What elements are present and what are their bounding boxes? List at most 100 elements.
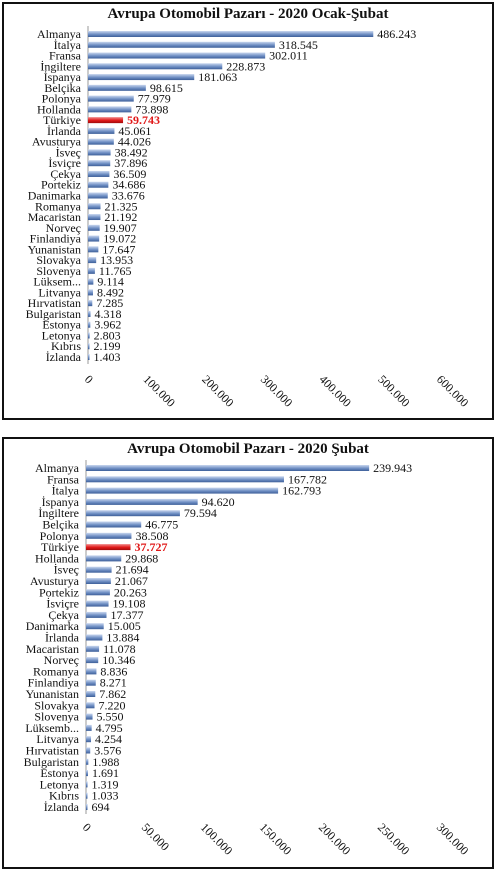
value-label: 181.063 xyxy=(198,70,237,84)
value-label: 167.782 xyxy=(288,472,327,486)
category-label: Estonya xyxy=(42,318,81,332)
bar xyxy=(86,611,107,618)
value-label: 10.346 xyxy=(102,653,135,667)
bar xyxy=(86,623,104,630)
x-tick-label: 400.000 xyxy=(317,372,354,409)
bar xyxy=(88,106,132,113)
value-label: 239.943 xyxy=(373,461,412,475)
value-label: 29.868 xyxy=(125,551,158,565)
bar-highlight xyxy=(86,544,131,551)
value-label: 19.907 xyxy=(104,221,137,235)
category-label: Finlandiya xyxy=(28,676,80,690)
value-label: 45.061 xyxy=(118,124,151,138)
category-label: İsviçre xyxy=(48,156,81,170)
value-label: 4.254 xyxy=(95,732,122,746)
value-label: 73.898 xyxy=(135,102,168,116)
bar xyxy=(88,181,109,188)
bar xyxy=(86,747,91,754)
value-label: 7.862 xyxy=(99,687,126,701)
bar xyxy=(86,555,122,562)
value-label: 21.067 xyxy=(115,574,148,588)
bar xyxy=(88,332,90,339)
value-label: 17.377 xyxy=(111,608,144,622)
value-label: 33.676 xyxy=(112,189,145,203)
value-label: 228.873 xyxy=(226,59,265,73)
value-label: 162.793 xyxy=(282,484,321,498)
value-label: 79.594 xyxy=(184,506,217,520)
x-tick-label: 300.000 xyxy=(258,372,295,409)
bar xyxy=(88,310,91,317)
value-label: 1.403 xyxy=(94,350,121,364)
bar xyxy=(88,300,93,307)
bar xyxy=(86,770,88,777)
category-label: Türkiye xyxy=(41,540,79,554)
bar xyxy=(88,31,374,37)
bar xyxy=(88,235,100,242)
bar xyxy=(88,192,108,199)
value-label: 59.743 xyxy=(127,113,160,127)
value-label: 44.026 xyxy=(118,135,151,149)
bar xyxy=(86,736,92,743)
chart-title: Avrupa Otomobil Pazarı - 2020 Şubat xyxy=(127,441,369,457)
bar xyxy=(88,74,195,81)
bar xyxy=(88,246,99,253)
bar-chart-2: Almanya 239.943 Fransa 167.782 İtalya 162.793… xyxy=(24,460,471,858)
value-label: 1.033 xyxy=(92,789,119,803)
value-label: 302.011 xyxy=(269,49,308,63)
bar xyxy=(86,679,96,686)
x-tick-label: 200.000 xyxy=(316,820,353,857)
value-label: 8.492 xyxy=(97,285,124,299)
x-tick-label: 0 xyxy=(80,820,94,834)
value-label: 11.765 xyxy=(99,264,132,278)
bar xyxy=(86,702,95,709)
category-label: Portekiz xyxy=(39,585,79,599)
bar xyxy=(88,354,90,360)
category-label: Kıbrıs xyxy=(51,339,81,353)
category-label: Yunanistan xyxy=(28,242,81,256)
category-label: Hırvatistan xyxy=(28,296,81,310)
value-label: 1.691 xyxy=(92,766,119,780)
category-label: Belçika xyxy=(42,518,79,532)
category-label: Avusturya xyxy=(32,135,82,149)
value-label: 7.220 xyxy=(99,698,126,712)
category-label: İngiltere xyxy=(38,506,79,520)
bar xyxy=(86,498,198,505)
x-tick-label: 100.000 xyxy=(141,372,178,409)
category-label: İsveç xyxy=(54,563,79,577)
bar-chart-1: Almanya 486.243 İtalya 318.545 Fransa 302.011… xyxy=(26,26,471,410)
x-tick-label: 0 xyxy=(82,372,96,386)
value-label: 2.803 xyxy=(94,328,121,342)
bar xyxy=(88,95,134,102)
value-label: 486.243 xyxy=(377,27,416,41)
bar xyxy=(88,257,97,264)
category-label: Almanya xyxy=(35,461,80,475)
bar xyxy=(88,214,101,221)
category-label: Danimarka xyxy=(26,619,80,633)
category-label: İspanya xyxy=(44,70,82,84)
value-label: 20.263 xyxy=(114,585,147,599)
category-label: Fransa xyxy=(47,472,80,486)
value-label: 34.686 xyxy=(112,178,145,192)
category-label: Norveç xyxy=(44,653,79,667)
category-label: Polonya xyxy=(42,92,82,106)
category-label: Yunanistan xyxy=(26,687,79,701)
bar xyxy=(88,52,266,59)
bar xyxy=(86,510,180,517)
bar xyxy=(86,566,112,573)
category-label: İzlanda xyxy=(44,800,80,814)
category-label: Fransa xyxy=(49,49,82,63)
value-label: 7.285 xyxy=(96,296,123,310)
bar xyxy=(86,691,96,697)
bar xyxy=(86,465,370,471)
value-label: 46.775 xyxy=(145,518,178,532)
bar xyxy=(86,657,99,664)
bar xyxy=(86,600,109,607)
value-label: 13.884 xyxy=(106,631,139,645)
value-label: 11.078 xyxy=(103,642,136,656)
category-label: Litvanya xyxy=(36,732,79,746)
value-label: 38.492 xyxy=(115,145,148,159)
bar xyxy=(88,63,223,70)
bar xyxy=(88,84,146,91)
value-label: 1.988 xyxy=(92,755,119,769)
value-label: 3.576 xyxy=(94,744,121,758)
